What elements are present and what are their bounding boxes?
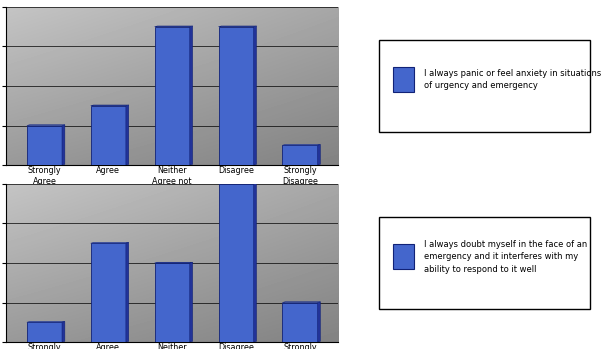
Text: I always doubt myself in the face of an
emergency and it interferes with my
abil: I always doubt myself in the face of an … — [424, 240, 587, 274]
Polygon shape — [318, 302, 321, 342]
Polygon shape — [91, 105, 129, 106]
Bar — [154, 27, 190, 165]
Polygon shape — [62, 321, 65, 342]
Bar — [154, 263, 190, 342]
Polygon shape — [254, 183, 256, 342]
Bar — [283, 145, 318, 165]
Polygon shape — [318, 144, 321, 165]
Polygon shape — [283, 302, 321, 303]
Polygon shape — [190, 262, 192, 342]
Polygon shape — [154, 26, 192, 27]
Polygon shape — [27, 321, 65, 322]
Polygon shape — [283, 144, 321, 145]
Bar — [394, 67, 414, 92]
Polygon shape — [126, 243, 129, 342]
Polygon shape — [218, 26, 256, 27]
Polygon shape — [190, 26, 192, 165]
Polygon shape — [126, 105, 129, 165]
Polygon shape — [154, 262, 192, 263]
Bar — [91, 243, 126, 342]
FancyBboxPatch shape — [379, 40, 590, 132]
Bar — [27, 126, 62, 165]
Bar — [394, 244, 414, 269]
Bar — [218, 27, 254, 165]
Polygon shape — [218, 183, 256, 184]
Bar — [91, 106, 126, 165]
Polygon shape — [27, 125, 65, 126]
FancyBboxPatch shape — [379, 217, 590, 309]
Text: I always panic or feel anxiety in situations
of urgency and emergency: I always panic or feel anxiety in situat… — [424, 69, 601, 90]
Polygon shape — [254, 26, 256, 165]
Bar — [218, 184, 254, 342]
Bar — [27, 322, 62, 342]
Bar — [283, 303, 318, 342]
Polygon shape — [62, 125, 65, 165]
